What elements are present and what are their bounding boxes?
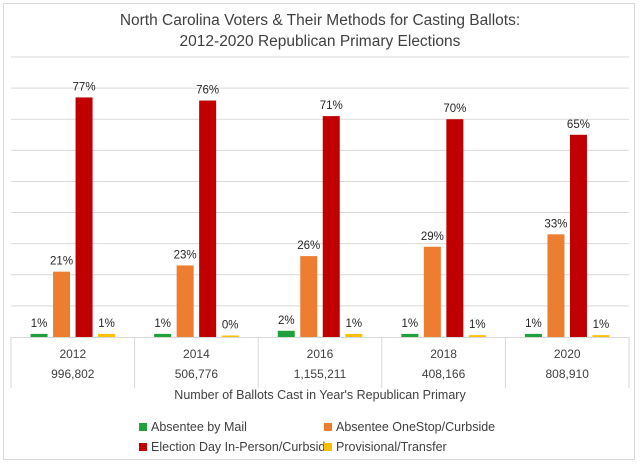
- bar-2018-2: [446, 119, 464, 337]
- data-label: 1%: [154, 318, 171, 330]
- category-label: 2014: [183, 347, 210, 361]
- bar-2020-3: [592, 335, 610, 337]
- data-label: 2%: [278, 315, 295, 327]
- category-label: 2016: [307, 347, 334, 361]
- data-label: 70%: [443, 103, 466, 115]
- bar-2018-3: [468, 335, 486, 337]
- data-label: 1%: [469, 319, 486, 331]
- data-label: 21%: [50, 256, 73, 268]
- data-label: 29%: [421, 231, 444, 243]
- bar-2012-2: [75, 97, 93, 337]
- data-label: 26%: [297, 240, 320, 252]
- category-label: 2018: [430, 347, 457, 361]
- category-total: 996,802: [51, 367, 95, 381]
- category-total: 808,910: [546, 367, 590, 381]
- data-label: 1%: [345, 318, 362, 330]
- chart-frame: [3, 3, 635, 460]
- legend-item: Absentee OneStop/Curbside: [324, 420, 495, 434]
- data-label: 76%: [196, 85, 219, 97]
- bar-2020-0: [524, 333, 542, 337]
- legend-label: Absentee by Mail: [151, 420, 247, 434]
- data-label: 1%: [593, 319, 610, 331]
- data-label: 0%: [222, 320, 239, 332]
- bar-2012-0: [30, 333, 48, 337]
- bar-2020-2: [569, 134, 587, 337]
- bar-2016-3: [345, 333, 363, 337]
- data-label: 1%: [525, 318, 542, 330]
- bar-2012-3: [98, 333, 116, 337]
- data-label: 71%: [320, 100, 343, 112]
- bar-2014-1: [176, 265, 194, 337]
- category-total: 1,155,211: [294, 367, 347, 381]
- legend-swatch: [324, 423, 332, 431]
- category-label: 2020: [554, 347, 581, 361]
- data-label: 65%: [567, 119, 590, 131]
- category-label: 2012: [59, 347, 86, 361]
- data-label: 1%: [402, 318, 419, 330]
- data-label: 77%: [73, 81, 96, 93]
- bar-2018-1: [423, 246, 441, 337]
- bar-2014-3: [221, 335, 239, 337]
- bar-2016-2: [322, 116, 340, 337]
- data-label: 1%: [31, 318, 48, 330]
- data-label: 23%: [174, 249, 197, 261]
- chart-subtitle: 2012-2020 Republican Primary Elections: [179, 33, 461, 50]
- legend-swatch: [324, 443, 332, 451]
- bar-2018-0: [401, 333, 419, 337]
- bar-2012-1: [53, 271, 71, 337]
- bar-2020-1: [547, 234, 565, 337]
- chart-title: North Carolina Voters & Their Methods fo…: [119, 12, 521, 29]
- bar-2016-1: [300, 256, 318, 337]
- x-axis-title: Number of Ballots Cast in Year's Republi…: [174, 388, 466, 402]
- data-label: 33%: [544, 218, 567, 230]
- legend-item: Absentee by Mail: [139, 420, 247, 434]
- legend-label: Absentee OneStop/Curbside: [336, 420, 496, 434]
- legend-swatch: [139, 423, 147, 431]
- legend-swatch: [139, 443, 147, 451]
- legend-item: Provisional/Transfer: [324, 440, 447, 454]
- bar-2016-0: [277, 330, 295, 337]
- category-total: 408,166: [422, 367, 466, 381]
- category-total: 506,776: [175, 367, 219, 381]
- bar-2014-0: [154, 333, 172, 337]
- legend-item: Election Day In-Person/Curbside: [139, 440, 332, 454]
- bar-2014-2: [199, 100, 217, 337]
- legend-label: Provisional/Transfer: [336, 440, 447, 454]
- legend-label: Election Day In-Person/Curbside: [151, 440, 333, 454]
- data-label: 1%: [98, 318, 115, 330]
